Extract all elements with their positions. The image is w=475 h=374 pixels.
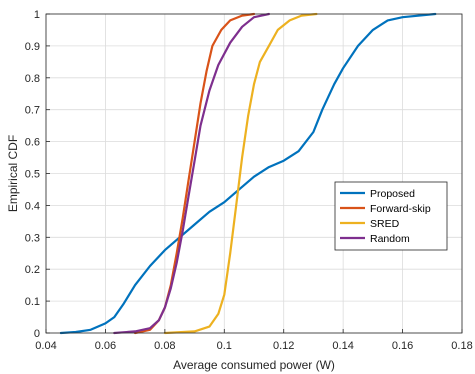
legend-label: Proposed [370, 188, 415, 200]
x-tick-label: 0.16 [392, 340, 413, 352]
y-axis-ticks: 0 0.1 0.2 0.3 0.4 0.5 0.6 0.7 0.8 0.9 1 [25, 9, 50, 340]
x-axis-label: Average consumed power (W) [173, 358, 335, 372]
x-tick-label: 0.06 [95, 340, 116, 352]
y-tick-label: 0.1 [25, 296, 40, 308]
series-lines [59, 12, 437, 335]
y-axis-label: Empirical CDF [6, 135, 20, 212]
legend-label: Random [370, 233, 410, 245]
x-tick-label: 0.04 [35, 340, 56, 352]
y-tick-label: 0.8 [25, 73, 40, 85]
y-tick-label: 0 [34, 328, 40, 340]
x-tick-label: 0.12 [273, 340, 294, 352]
y-tick-label: 0.4 [25, 200, 40, 212]
x-tick-label: 0.18 [451, 340, 472, 352]
series-line-sred [163, 12, 318, 335]
x-tick-label: 0.1 [217, 340, 232, 352]
y-tick-label: 0.2 [25, 264, 40, 276]
y-tick-label: 0.7 [25, 105, 40, 117]
legend-label: Forward-skip [370, 203, 431, 215]
y-tick-label: 0.9 [25, 41, 40, 53]
x-tick-label: 0.08 [154, 340, 175, 352]
x-tick-label: 0.14 [332, 340, 353, 352]
series-line-random [113, 12, 270, 335]
y-tick-label: 0.3 [25, 232, 40, 244]
y-tick-label: 0.5 [25, 169, 40, 181]
x-axis-ticks: 0.04 0.06 0.08 0.1 0.12 0.14 0.16 0.18 [35, 329, 473, 352]
legend-label: SRED [370, 218, 400, 230]
y-tick-label: 1 [34, 9, 40, 21]
y-tick-label: 0.6 [25, 137, 40, 149]
legend: Proposed Forward-skip SRED Random [334, 181, 448, 251]
